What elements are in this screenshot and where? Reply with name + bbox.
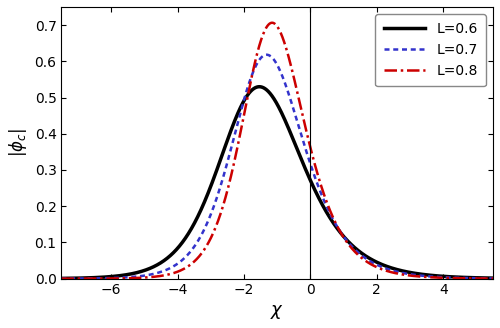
L=0.6 bbox=[133, 271, 139, 275]
L=0.8 bbox=[58, 277, 64, 280]
L=0.6 bbox=[224, 140, 230, 144]
L=0.7 bbox=[482, 277, 488, 280]
L=0.7 bbox=[108, 276, 114, 280]
L=0.6 bbox=[490, 276, 496, 280]
L=0.7 bbox=[58, 277, 64, 280]
Line: L=0.6: L=0.6 bbox=[62, 87, 493, 278]
L=0.6 bbox=[435, 274, 441, 278]
L=0.8 bbox=[269, 21, 275, 25]
L=0.6 bbox=[256, 85, 262, 89]
L=0.7 bbox=[224, 162, 230, 166]
L=0.7 bbox=[264, 53, 270, 57]
L=0.8 bbox=[482, 277, 488, 280]
L=0.6 bbox=[242, 96, 248, 100]
Legend: L=0.6, L=0.7, L=0.8: L=0.6, L=0.7, L=0.8 bbox=[376, 14, 486, 87]
L=0.6 bbox=[108, 275, 114, 278]
Y-axis label: $|\phi_c|$: $|\phi_c|$ bbox=[7, 128, 29, 157]
L=0.8 bbox=[133, 276, 139, 280]
L=0.7 bbox=[435, 275, 441, 279]
Line: L=0.7: L=0.7 bbox=[62, 55, 493, 278]
L=0.8 bbox=[108, 277, 114, 280]
L=0.8 bbox=[435, 276, 441, 279]
L=0.7 bbox=[133, 275, 139, 278]
L=0.7 bbox=[242, 92, 248, 96]
L=0.8 bbox=[490, 277, 496, 280]
L=0.6 bbox=[482, 276, 488, 280]
L=0.8 bbox=[224, 190, 230, 194]
L=0.8 bbox=[242, 105, 248, 109]
L=0.7 bbox=[490, 277, 496, 280]
L=0.6 bbox=[58, 277, 64, 280]
Line: L=0.8: L=0.8 bbox=[62, 23, 493, 278]
X-axis label: $\chi$: $\chi$ bbox=[270, 303, 284, 321]
